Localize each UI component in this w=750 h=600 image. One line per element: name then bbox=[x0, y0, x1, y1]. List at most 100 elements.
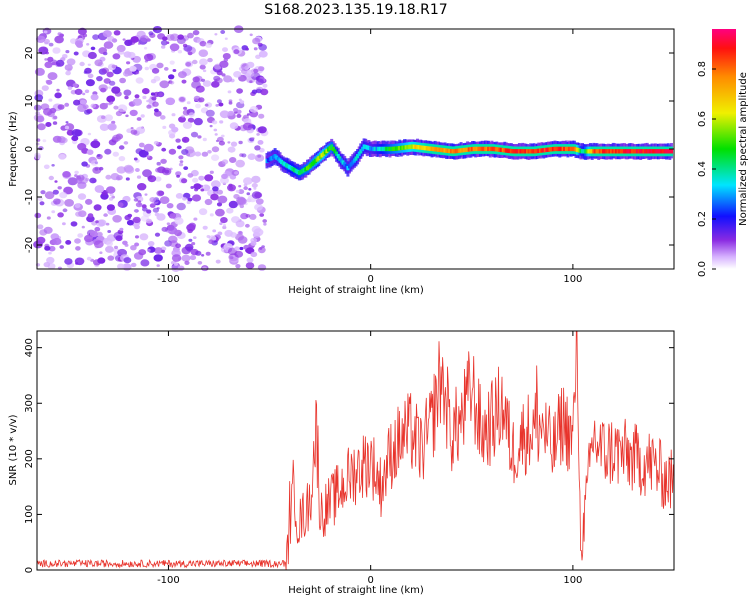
noise-blob bbox=[144, 66, 149, 71]
noise-blob bbox=[153, 75, 161, 82]
noise-blob bbox=[45, 122, 52, 127]
noise-blob bbox=[220, 176, 229, 184]
signal-core bbox=[283, 162, 287, 167]
noise-blob bbox=[159, 196, 170, 205]
signal-core bbox=[446, 148, 450, 153]
noise-blob bbox=[171, 113, 176, 117]
noise-blob bbox=[194, 151, 202, 157]
noise-blob bbox=[169, 80, 175, 85]
noise-blob bbox=[219, 110, 230, 119]
noise-blob bbox=[224, 37, 228, 40]
noise-blob bbox=[96, 154, 101, 157]
noise-blob bbox=[255, 78, 264, 86]
noise-blob bbox=[189, 255, 197, 261]
signal-core bbox=[386, 146, 390, 152]
noise-blob bbox=[64, 102, 70, 107]
noise-blob bbox=[227, 146, 236, 153]
noise-blob bbox=[187, 197, 193, 202]
noise-blob bbox=[119, 77, 126, 84]
signal-core bbox=[394, 146, 398, 151]
signal-core bbox=[613, 149, 617, 154]
noise-blob bbox=[217, 231, 223, 236]
noise-blob bbox=[87, 132, 92, 136]
signal-core bbox=[380, 146, 384, 152]
noise-blob bbox=[255, 88, 262, 94]
signal-core bbox=[658, 149, 662, 154]
noise-blob bbox=[243, 118, 252, 125]
noise-blob bbox=[117, 202, 124, 208]
signal-core bbox=[373, 146, 377, 152]
noise-blob bbox=[181, 114, 186, 118]
noise-blob bbox=[84, 109, 91, 115]
noise-blob bbox=[243, 186, 248, 191]
noise-blob bbox=[240, 62, 249, 70]
noise-blob bbox=[222, 47, 228, 52]
signal-core bbox=[626, 149, 630, 154]
colorbar-gradient bbox=[712, 29, 736, 269]
signal-core bbox=[493, 147, 497, 152]
noise-blob bbox=[104, 148, 112, 155]
signal-core bbox=[325, 148, 329, 154]
noise-blob bbox=[152, 207, 159, 213]
signal-core bbox=[543, 147, 547, 153]
noise-blob bbox=[253, 187, 257, 190]
signal-core bbox=[648, 149, 652, 154]
noise-blob bbox=[182, 109, 191, 116]
noise-blob bbox=[258, 147, 265, 153]
noise-blob bbox=[202, 137, 207, 142]
noise-blob bbox=[74, 257, 85, 266]
noise-blob bbox=[178, 162, 184, 167]
noise-blob bbox=[181, 178, 188, 184]
signal-core bbox=[275, 155, 279, 160]
noise-blob bbox=[258, 50, 268, 58]
noise-blob bbox=[172, 69, 177, 72]
noise-blob bbox=[151, 96, 157, 101]
signal-core bbox=[289, 166, 293, 171]
noise-blob bbox=[219, 120, 224, 124]
noise-blob bbox=[223, 75, 233, 83]
signal-core bbox=[351, 160, 355, 165]
noise-blob bbox=[255, 54, 261, 59]
noise-blob bbox=[126, 219, 134, 226]
signal-core bbox=[540, 148, 544, 153]
y-tick-label: 0 bbox=[24, 567, 35, 573]
colorbar-label: Normalized spectral amplitude bbox=[738, 72, 749, 226]
signal-core bbox=[508, 148, 512, 154]
noise-blob bbox=[101, 67, 110, 74]
noise-blob bbox=[245, 47, 249, 51]
noise-blob bbox=[254, 145, 261, 151]
noise-blob bbox=[244, 69, 255, 78]
noise-blob bbox=[233, 49, 240, 55]
noise-blob bbox=[262, 219, 268, 223]
x-tick-label: 100 bbox=[563, 274, 582, 285]
noise-blob bbox=[246, 113, 250, 116]
noise-blob bbox=[209, 213, 214, 217]
noise-blob bbox=[156, 62, 164, 69]
noise-blob bbox=[181, 79, 187, 84]
noise-blob bbox=[135, 77, 144, 84]
noise-blob bbox=[98, 219, 107, 227]
noise-blob bbox=[52, 237, 62, 246]
noise-blob bbox=[57, 186, 62, 190]
noise-blob bbox=[90, 103, 97, 109]
signal-core bbox=[563, 146, 567, 152]
noise-blob bbox=[201, 254, 205, 257]
signal-core bbox=[602, 149, 605, 154]
figure-title: S168.2023.135.19.18.R17 bbox=[264, 2, 447, 18]
signal-core bbox=[551, 146, 555, 152]
noise-blob bbox=[150, 92, 156, 96]
signal-core bbox=[548, 147, 552, 152]
noise-blob bbox=[87, 51, 97, 60]
signal-core bbox=[428, 146, 432, 151]
signal-core bbox=[420, 145, 424, 150]
noise-blob bbox=[118, 156, 126, 162]
signal-core bbox=[534, 149, 538, 154]
noise-blob bbox=[85, 198, 93, 205]
signal-core bbox=[359, 149, 363, 154]
signal-core bbox=[600, 149, 604, 154]
signal-core bbox=[409, 144, 413, 149]
noise-blob bbox=[83, 70, 88, 74]
signal-core bbox=[273, 154, 277, 159]
noise-blob bbox=[152, 101, 159, 107]
noise-blob bbox=[84, 234, 94, 243]
